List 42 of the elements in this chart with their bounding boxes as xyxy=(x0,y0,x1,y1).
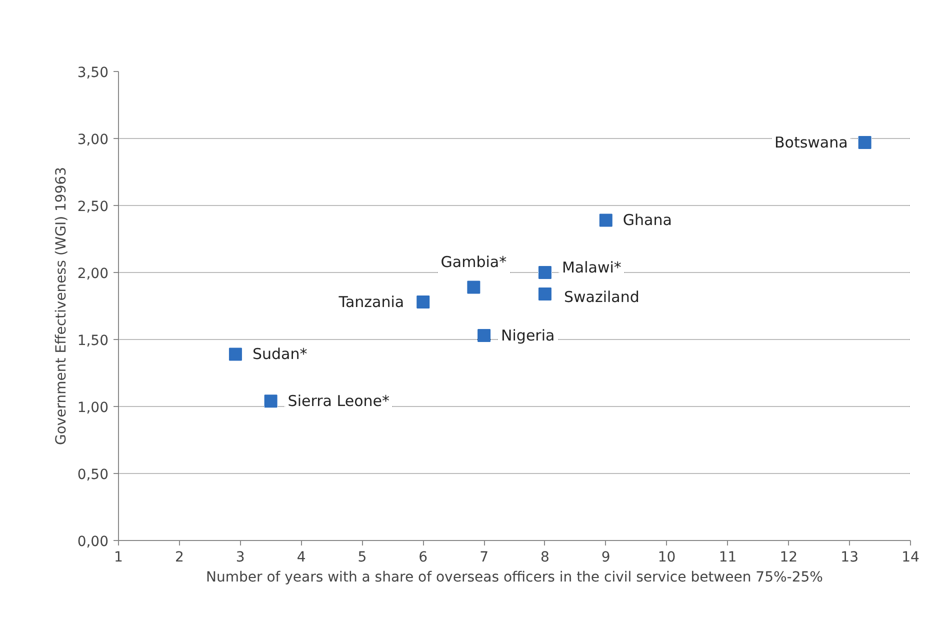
y-tick-label: 0,50 xyxy=(77,467,108,483)
x-tick-label: 12 xyxy=(780,550,798,566)
x-tick-label: 7 xyxy=(480,550,489,566)
annotation: Gambia* xyxy=(440,253,508,272)
point xyxy=(599,214,612,227)
y-tick-label: 0,00 xyxy=(77,534,108,550)
y-tick-label: 3,00 xyxy=(77,132,108,148)
y-tick-label: 2,50 xyxy=(77,199,108,215)
x-axis-title: Number of years with a share of overseas officers in the civil service between 75%-25% xyxy=(206,570,823,586)
point xyxy=(858,136,872,150)
annotation: Ghana xyxy=(622,211,672,230)
annotation: Nigeria xyxy=(501,326,555,344)
annotation: Malawi* xyxy=(562,258,622,276)
annotation: Tanzania xyxy=(338,292,404,311)
annotation: Sierra Leone* xyxy=(288,392,390,410)
point xyxy=(538,287,552,300)
x-tick-label: 13 xyxy=(840,550,858,566)
annotation: Swaziland xyxy=(564,288,640,306)
y-tick-label: 2,00 xyxy=(77,266,108,282)
y-tick-label: 3,50 xyxy=(77,65,108,81)
x-tick-label: 9 xyxy=(601,550,610,566)
y-tick-label: 1,50 xyxy=(77,333,108,349)
x-tick-label: 1 xyxy=(114,550,123,566)
annotation: Sudan* xyxy=(252,345,308,364)
point xyxy=(538,266,552,279)
annotation: Botswana xyxy=(774,134,848,152)
x-tick-label: 5 xyxy=(358,550,367,566)
x-tick-label: 8 xyxy=(540,550,550,566)
point xyxy=(478,328,491,342)
point xyxy=(228,348,242,361)
x-tick-label: 11 xyxy=(718,550,737,566)
x-tick-label: 3 xyxy=(236,550,245,566)
point xyxy=(264,394,278,408)
x-tick-label: 14 xyxy=(902,550,920,566)
x-tick-label: 2 xyxy=(174,550,184,566)
x-tick-label: 4 xyxy=(296,550,306,566)
x-tick-label: 6 xyxy=(418,550,428,566)
y-tick-label: 1,00 xyxy=(77,400,108,416)
point xyxy=(467,280,480,294)
point xyxy=(416,295,430,308)
y-axis-title: Government Effectiveness (WGI) 19963 xyxy=(53,166,70,446)
x-tick-label: 10 xyxy=(658,550,676,566)
